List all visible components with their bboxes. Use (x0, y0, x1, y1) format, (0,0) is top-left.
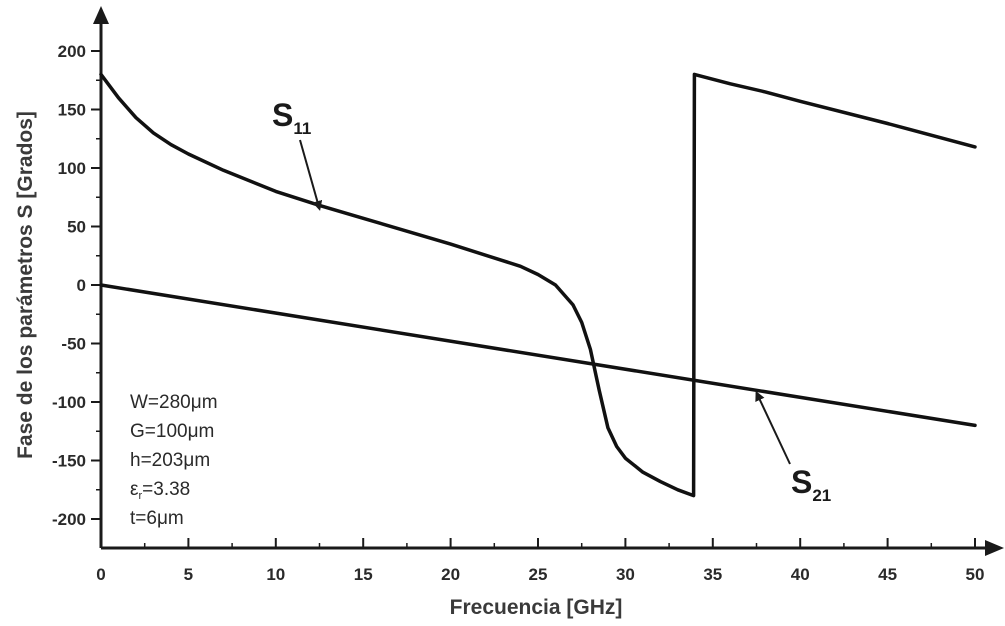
parameter-line: G=100μm (130, 421, 214, 442)
y-tick-label: 150 (58, 101, 86, 120)
ticks (91, 50, 976, 548)
x-axis-title: Frecuencia [GHz] (450, 596, 623, 619)
annotations: S11 S21 (272, 97, 831, 505)
x-axis-arrow-icon (985, 540, 1004, 556)
y-tick-label: 100 (58, 159, 86, 178)
x-tick-label: 30 (616, 565, 635, 584)
x-tick-label: 15 (354, 565, 373, 584)
x-tick-label: 10 (266, 565, 285, 584)
x-tick-label: 25 (529, 565, 548, 584)
parameter-line: εr=3.38 (130, 479, 190, 502)
x-tick-label: 45 (878, 565, 897, 584)
y-axis-title: Fase de los parámetros S [Grados] (14, 111, 37, 459)
y-tick-label: -150 (52, 452, 86, 471)
parameter-line: h=203μm (130, 450, 210, 471)
series-label-s21: S21 (791, 464, 831, 505)
y-tick-label: 0 (77, 276, 86, 295)
parameter-block: W=280μm G=100μm h=203μm εr=3.38 t=6μm (130, 392, 218, 529)
x-tick-label: 50 (966, 565, 985, 584)
series-group (99, 72, 977, 498)
annotation-arrow-s11 (299, 139, 323, 211)
y-axis-arrow-icon (93, 6, 109, 24)
y-tick-label: -50 (61, 335, 86, 354)
y-tick-label: -100 (52, 393, 86, 412)
series-line-s11 (99, 72, 977, 498)
y-tick-label: -200 (52, 510, 86, 529)
tick-labels: 0 5 10 15 20 25 30 35 40 45 50 200 150 100 50 0 -50 -100 -… (52, 42, 984, 584)
y-tick-label: 50 (67, 218, 86, 237)
parameter-line: W=280μm (130, 392, 218, 413)
annotation-arrow-s21 (755, 390, 791, 465)
x-tick-label: 0 (96, 565, 105, 584)
x-tick-label: 40 (791, 565, 810, 584)
x-tick-label: 35 (703, 565, 722, 584)
series-label-s11: S11 (272, 97, 311, 138)
x-tick-label: 20 (441, 565, 460, 584)
parameter-line: t=6μm (130, 508, 184, 529)
x-tick-label: 5 (184, 565, 193, 584)
series-line-s21 (99, 283, 977, 428)
y-tick-label: 200 (58, 42, 86, 61)
